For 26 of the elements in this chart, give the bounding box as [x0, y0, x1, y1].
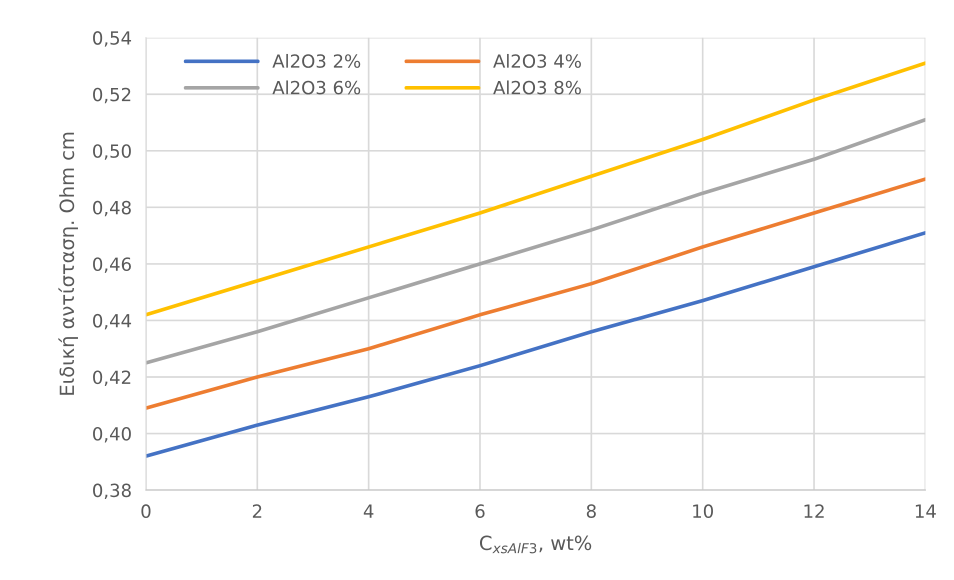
- x-tick-label: 0: [141, 504, 151, 518]
- y-tick-label: 0,54: [93, 31, 132, 47]
- x-axis-title: C$_{xsAlF3}$, wt%: [480, 536, 592, 554]
- x-tick-label: 8: [586, 504, 596, 518]
- legend-label: Al2O3 4%: [493, 54, 581, 68]
- y-tick-label: 0,44: [93, 314, 132, 330]
- y-tick-label: 0,38: [93, 484, 131, 500]
- y-tick-label: 0,48: [93, 200, 131, 216]
- line-series: [146, 230, 926, 458]
- y-tick-label: 0,50: [93, 144, 131, 160]
- y-tick-label: 0,42: [93, 370, 130, 386]
- y-tick-label: 0,40: [93, 427, 131, 443]
- legend-label: Al2O3 2%: [272, 54, 360, 68]
- legend-label: Al2O3 8%: [493, 80, 581, 94]
- x-tick-label: 2: [252, 504, 262, 518]
- line-series: [146, 177, 926, 410]
- x-tick-label: 14: [916, 504, 936, 518]
- x-tick-label: 6: [476, 504, 485, 518]
- legend-label: Al2O3 6%: [272, 80, 360, 94]
- x-tick-label: 12: [804, 504, 824, 518]
- y-tick-label: 0,52: [93, 88, 130, 104]
- x-tick-label: 4: [364, 504, 374, 518]
- line-series: [146, 118, 926, 365]
- y-tick-label: 0,46: [93, 257, 131, 273]
- y-axis-title: Ειδική αντίσταση. Ohm cm: [58, 132, 78, 395]
- x-tick-label: 10: [693, 504, 713, 518]
